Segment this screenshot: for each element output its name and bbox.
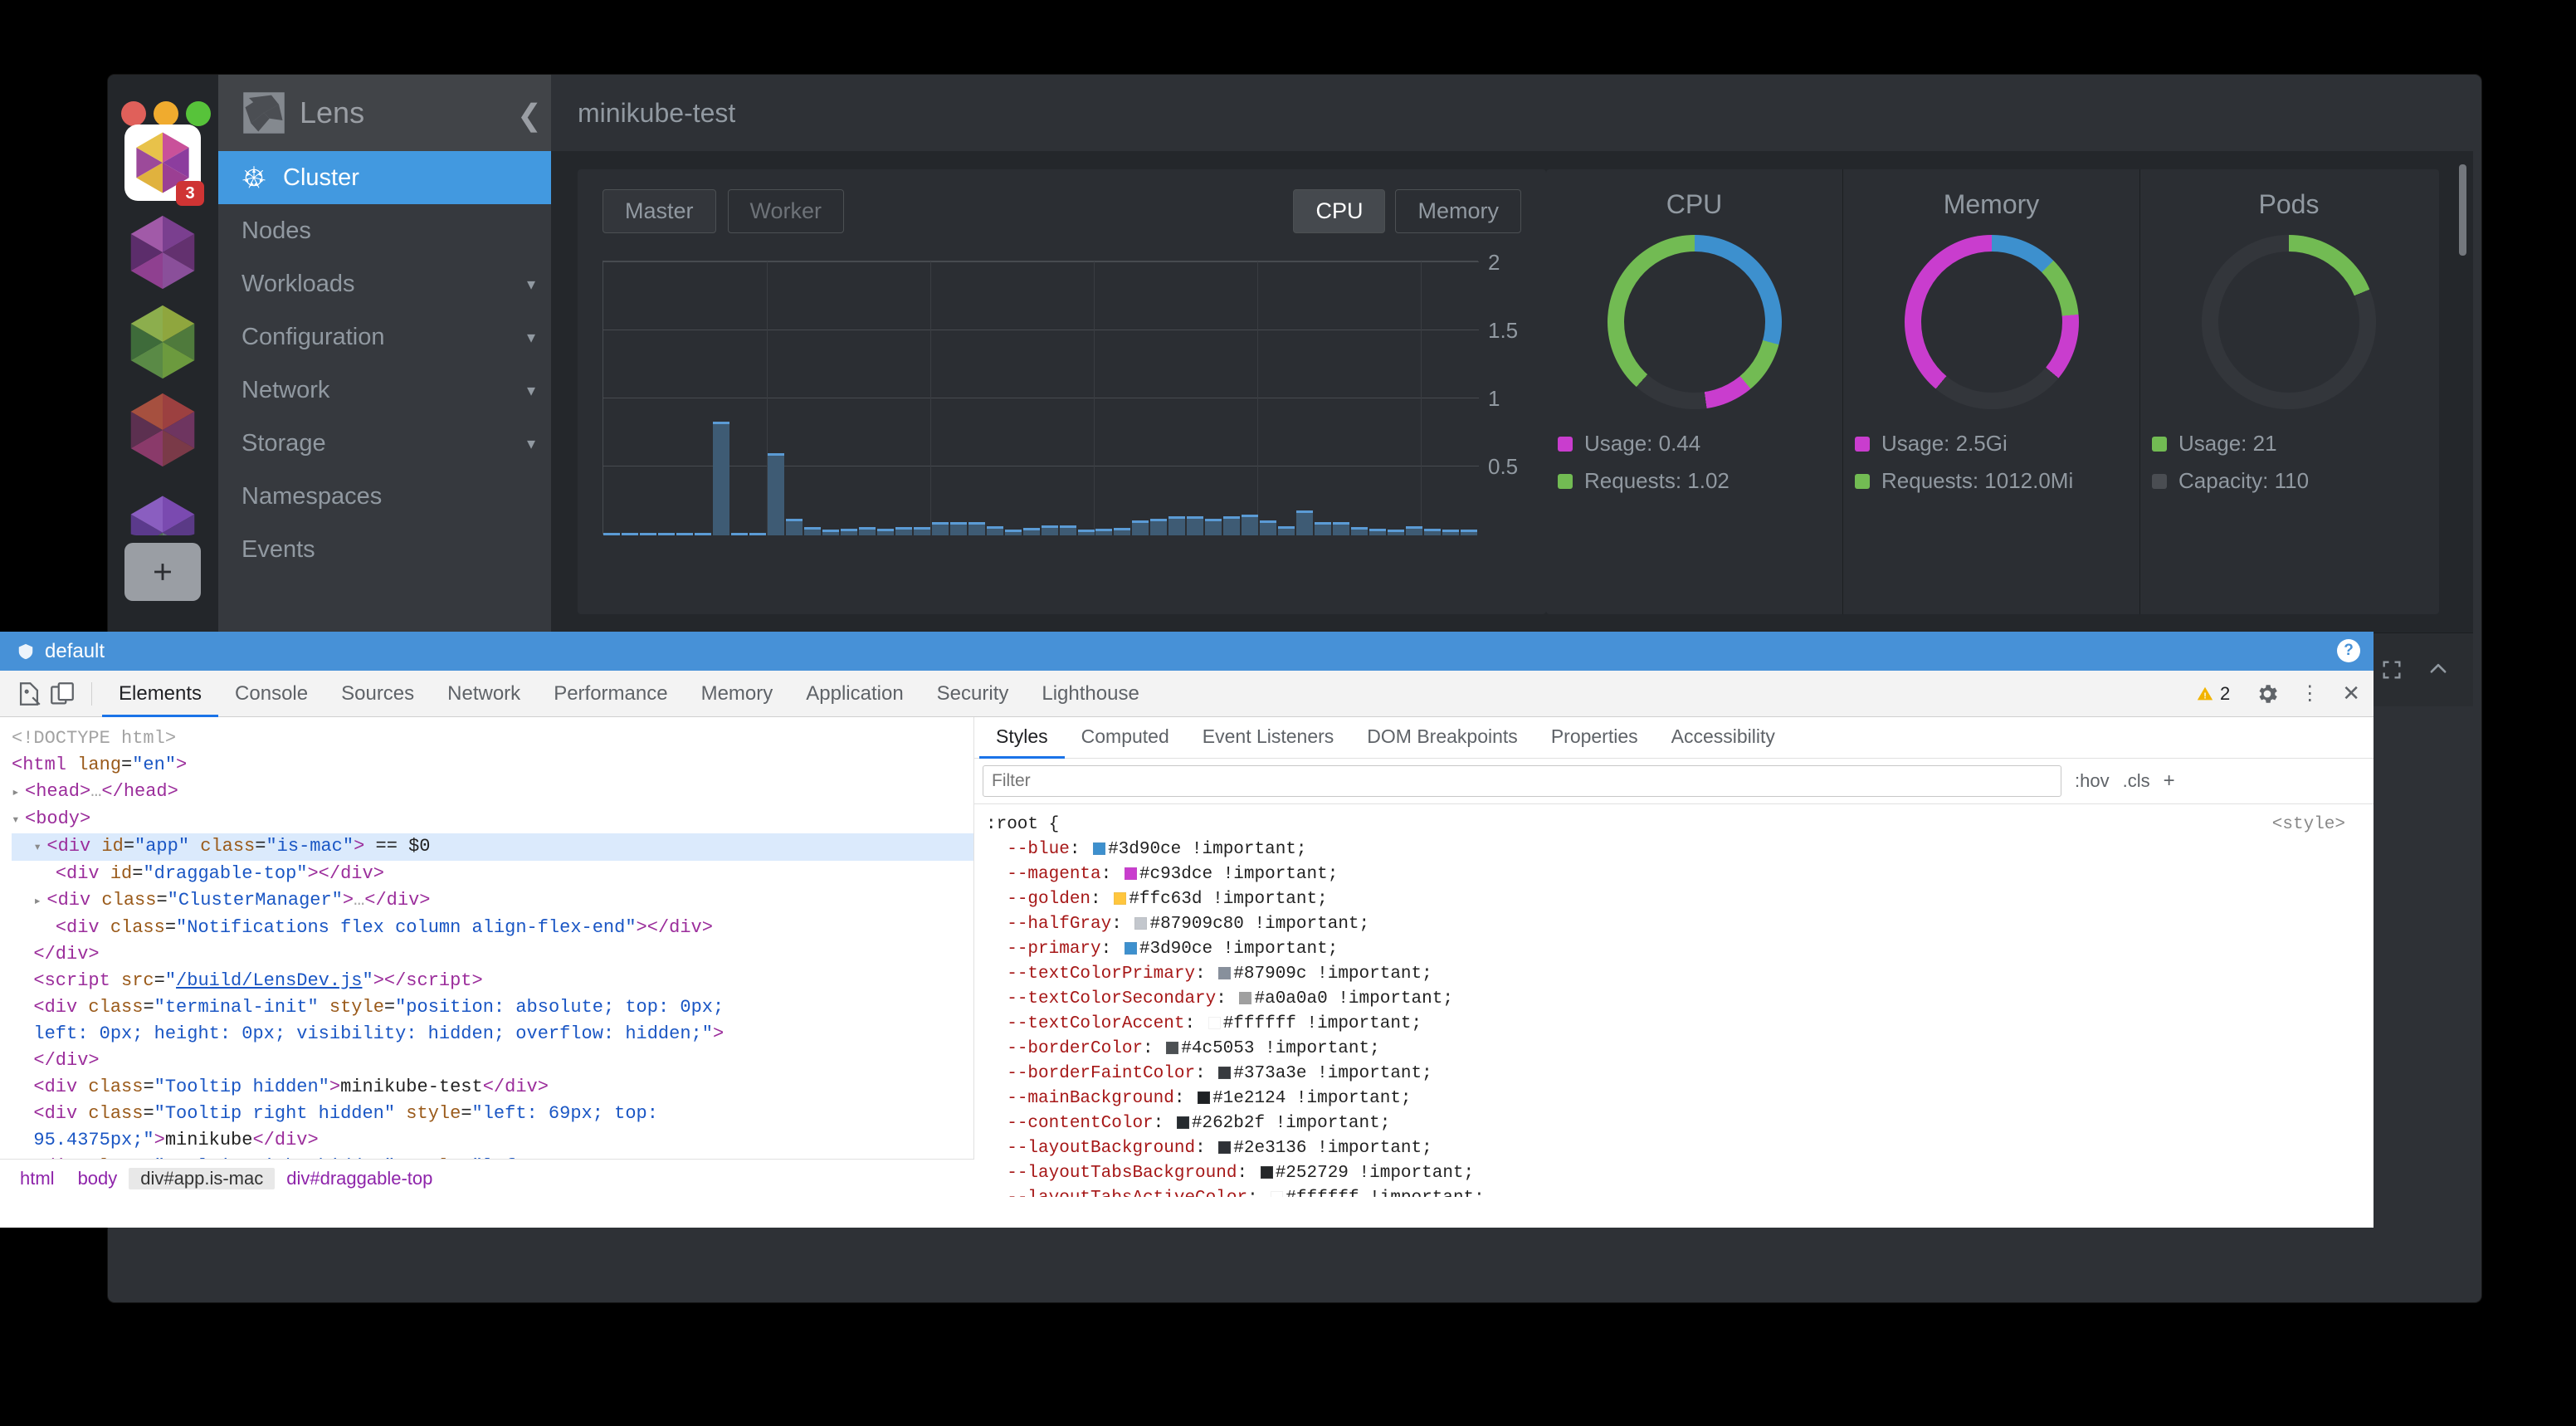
svg-text:!: !: [2203, 691, 2206, 701]
